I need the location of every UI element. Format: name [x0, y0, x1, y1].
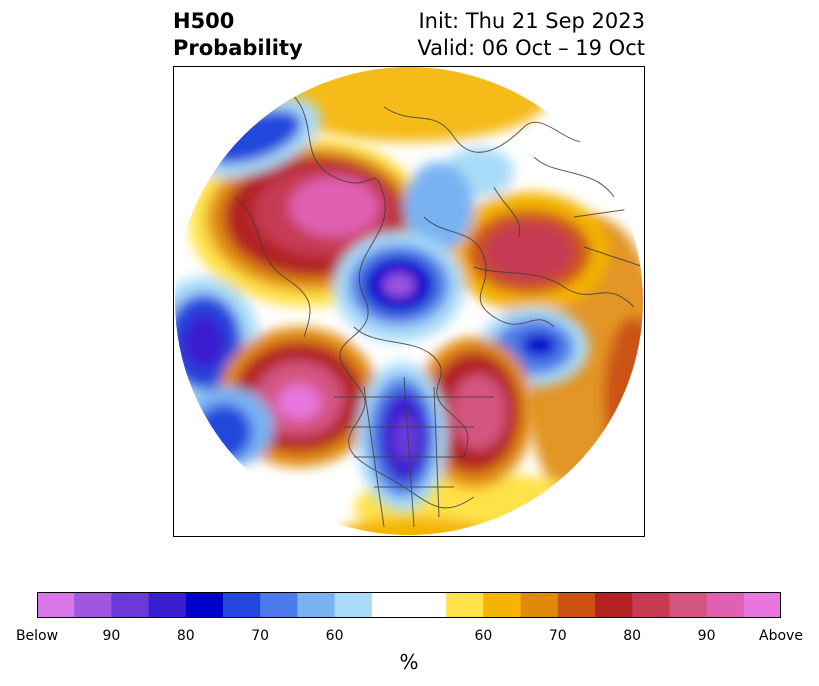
polar-map [173, 66, 645, 537]
colorbar-swatch [334, 592, 373, 618]
colorbar [37, 592, 781, 618]
colorbar-tick-label: 70 [251, 628, 270, 644]
colorbar-swatch [595, 592, 633, 618]
colorbar-swatch [371, 592, 410, 618]
colorbar-swatch [520, 592, 559, 618]
colorbar-tick-label: 90 [697, 628, 716, 644]
colorbar-swatch [74, 592, 112, 618]
colorbar-tick-label: Below [15, 628, 59, 644]
init-date: Init: Thu 21 Sep 2023 [418, 9, 645, 33]
forecast-dates: Init: Thu 21 Sep 2023 Valid: 06 Oct – 19… [417, 8, 645, 62]
colorbar-swatch [706, 592, 745, 618]
colorbar-swatch [743, 592, 781, 618]
valid-range: Valid: 06 Oct – 19 Oct [417, 36, 645, 60]
colorbar-swatch [297, 592, 336, 618]
colorbar-swatch [409, 592, 447, 618]
colorbar-tick-label: 60 [474, 628, 493, 644]
colorbar-swatch [483, 592, 522, 618]
colorbar-swatch [669, 592, 708, 618]
map-svg [175, 67, 643, 535]
colorbar-swatch [557, 592, 596, 618]
colorbar-swatch [185, 592, 224, 618]
coastlines [233, 86, 643, 528]
colorbar-swatch [260, 592, 298, 618]
chart-title: H500 Probability [173, 8, 303, 62]
colorbar-swatch [37, 592, 75, 618]
colorbar-swatch [148, 592, 187, 618]
colorbar-unit: % [399, 650, 419, 674]
colorbar-tick-label: 80 [623, 628, 642, 644]
title-type: Probability [173, 36, 303, 60]
colorbar-swatch [223, 592, 261, 618]
colorbar-swatch [111, 592, 150, 618]
colorbar-swatch [446, 592, 484, 618]
colorbar-tick-label: Above [759, 628, 803, 644]
colorbar-border [37, 592, 781, 618]
colorbar-swatch [632, 592, 670, 618]
colorbar-tick-label: 60 [325, 628, 344, 644]
colorbar-tick-label: 80 [176, 628, 195, 644]
anomaly-shading [175, 96, 609, 512]
colorbar-tick-label: 70 [548, 628, 567, 644]
title-variable: H500 [173, 9, 235, 33]
colorbar-tick-label: 90 [102, 628, 121, 644]
